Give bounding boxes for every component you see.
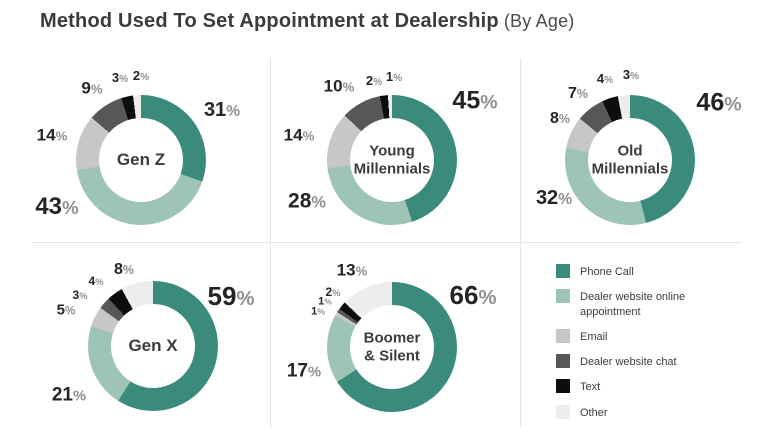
donut-young-millennials xyxy=(327,95,457,225)
percent-label-young-millennials-other: 1% xyxy=(385,68,403,84)
donut-hole xyxy=(588,118,672,202)
percent-label-gen-z-text: 3% xyxy=(111,69,129,85)
percent-label-boomer-silent-dealer-website-online-appointment: 17% xyxy=(286,360,322,382)
percent-label-old-millennials-text: 4% xyxy=(596,70,614,86)
legend-label: Dealer website online appointment xyxy=(580,291,686,318)
percent-label-young-millennials-email: 14% xyxy=(283,125,315,145)
percent-label-boomer-silent-email: 1% xyxy=(311,305,325,318)
donut-gen-x xyxy=(88,281,218,411)
legend-swatch-text xyxy=(556,379,570,394)
donut-center-label-old-millennials: Old Millennials xyxy=(591,142,669,177)
percent-label-gen-z-dealer-website-chat: 9% xyxy=(81,78,103,98)
percent-label-old-millennials-other: 3% xyxy=(622,66,640,82)
percent-label-old-millennials-phone-call: 46% xyxy=(696,88,742,117)
percent-label-gen-x-text: 4% xyxy=(88,273,104,288)
percent-label-young-millennials-phone-call: 45% xyxy=(452,86,498,115)
donut-center-label-gen-z: Gen Z xyxy=(116,149,166,169)
donut-hole xyxy=(350,118,434,202)
legend-label: Email xyxy=(580,330,608,343)
title-suffix: (By Age) xyxy=(503,11,575,31)
legend: Phone Call Dealer website online appointm… xyxy=(556,264,730,420)
donut-gen-z xyxy=(76,95,206,225)
legend-label: Text xyxy=(580,381,601,394)
title-main: Method Used To Set Appointment at Dealer… xyxy=(40,10,499,32)
percent-label-old-millennials-email: 8% xyxy=(550,110,570,127)
percent-label-gen-x-phone-call: 59% xyxy=(207,280,255,311)
page-title: Method Used To Set Appointment at Dealer… xyxy=(40,10,574,33)
percent-label-boomer-silent-other: 13% xyxy=(336,260,368,280)
grid-divider-vertical-2 xyxy=(520,58,521,428)
legend-swatch-dealer-website-online-appointment xyxy=(556,289,570,304)
percent-label-gen-x-dealer-website-chat: 3% xyxy=(72,287,88,302)
donut-old-millennials xyxy=(565,95,695,225)
legend-swatch-other xyxy=(556,404,570,419)
legend-item-other: Other xyxy=(556,404,730,420)
legend-item-dealer-website-chat: Dealer website chat xyxy=(556,354,730,369)
percent-label-gen-z-other: 2% xyxy=(132,67,150,83)
percent-label-gen-z-dealer-website-online-appointment: 43% xyxy=(35,193,79,220)
percent-label-young-millennials-dealer-website-online-appointment: 28% xyxy=(288,189,326,213)
percent-label-gen-z-phone-call: 31% xyxy=(203,99,241,121)
donut-center-label-gen-x: Gen X xyxy=(128,335,178,355)
legend-item-phone-call: Phone Call xyxy=(556,264,730,279)
legend-label: Phone Call xyxy=(580,266,634,278)
percent-label-young-millennials-text: 2% xyxy=(365,72,383,88)
donut-center-label-boomer-silent: Boomer & Silent xyxy=(363,329,421,364)
grid-divider-vertical-1 xyxy=(270,58,271,428)
percent-label-gen-x-other: 8% xyxy=(114,261,134,278)
percent-label-gen-x-email: 5% xyxy=(56,301,76,319)
percent-label-boomer-silent-phone-call: 66% xyxy=(449,279,497,310)
legend-item-text: Text xyxy=(556,379,730,394)
legend-label: Other xyxy=(580,406,608,419)
legend-label: Dealer website chat xyxy=(580,356,677,369)
legend-item-dealer-website-online-appointment: Dealer website online appointment xyxy=(556,289,730,319)
percent-label-old-millennials-dealer-website-online-appointment: 32% xyxy=(535,187,573,209)
legend-swatch-email xyxy=(556,328,570,343)
percent-label-gen-x-dealer-website-online-appointment: 21% xyxy=(51,384,87,406)
percent-label-gen-z-email: 14% xyxy=(36,125,68,145)
percent-label-young-millennials-dealer-website-chat: 10% xyxy=(323,76,355,96)
grid-divider-horizontal xyxy=(32,242,742,243)
percent-label-boomer-silent-dealer-website-chat: 1% xyxy=(318,295,332,308)
legend-swatch-phone-call xyxy=(556,264,570,278)
percent-label-old-millennials-dealer-website-chat: 7% xyxy=(568,85,588,102)
legend-swatch-dealer-website-chat xyxy=(556,354,570,369)
donut-hole xyxy=(99,118,183,202)
donut-hole xyxy=(111,304,195,388)
legend-item-email: Email xyxy=(556,328,730,344)
donut-center-label-young-millennials: Young Millennials xyxy=(353,142,431,177)
percent-label-boomer-silent-text: 2% xyxy=(325,284,341,299)
donut-hole xyxy=(350,305,434,389)
donut-boomer-silent xyxy=(327,282,457,412)
